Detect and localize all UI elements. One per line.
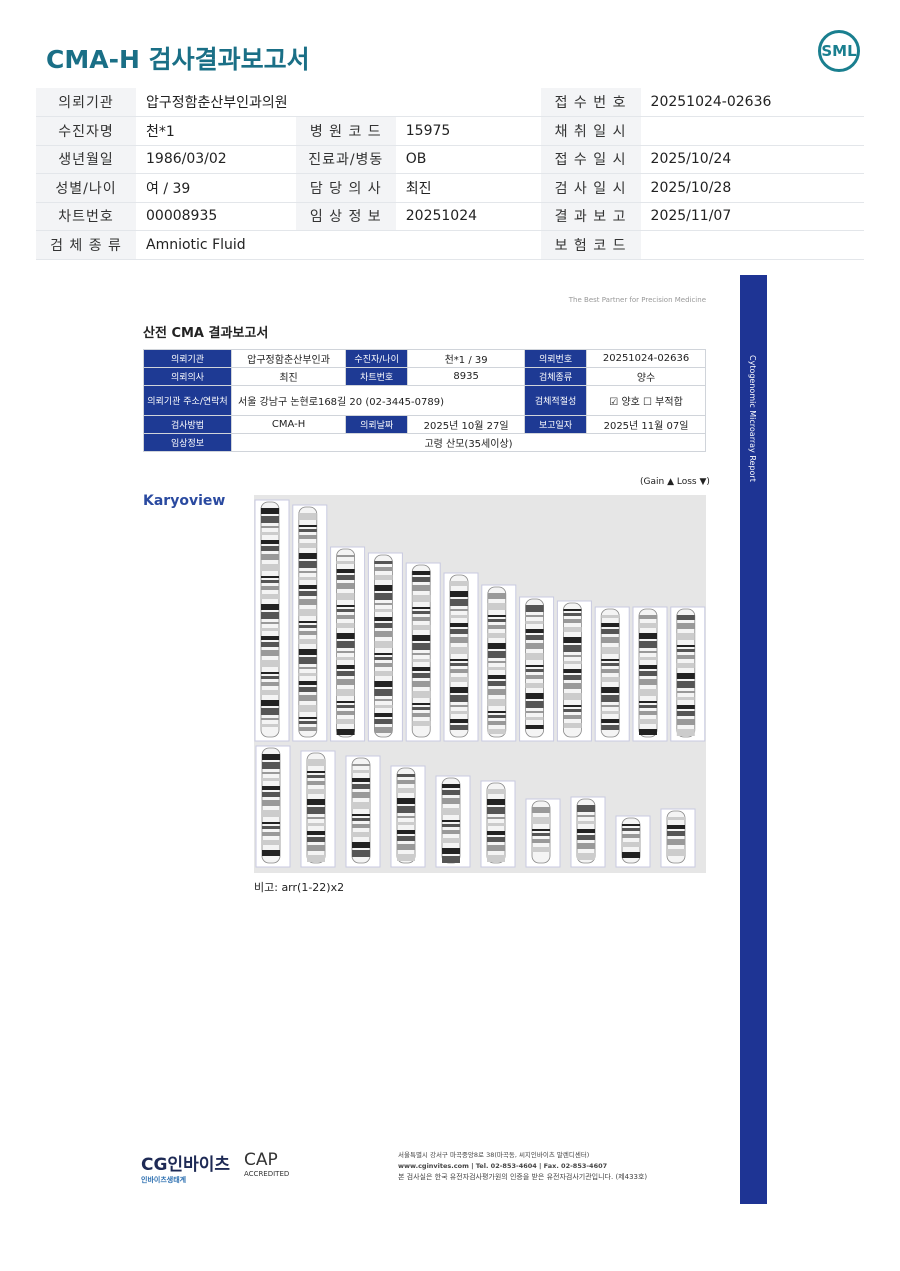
label: 검사방법 <box>143 415 232 434</box>
remark: 비고: arr(1-22)x2 <box>254 881 345 894</box>
table-row: 의뢰의사 최진 차트번호 8935 검체종류 양수 <box>143 367 706 386</box>
label: 의뢰번호 <box>524 349 588 368</box>
address: 서울특별시 강서구 마곡중앙8로 38(마곡동, 씨지인바이츠 말렌디센터) <box>398 1151 590 1159</box>
value: 고령 산모(35세이상) <box>231 433 706 452</box>
table-row: 검 체 종 류 Amniotic Fluid 보 험 코 드 <box>36 230 864 260</box>
cap-accredited-logo: CAP ACCREDITED <box>244 1150 290 1178</box>
value: 20251024-02636 <box>640 88 864 117</box>
table-row: 수진자명 천*1 병 원 코 드 15975 채 취 일 시 <box>36 116 864 146</box>
cginvites-logo: CG인바이츠 인바이츠생태계 <box>141 1155 230 1184</box>
label: 수진자/나이 <box>345 349 409 368</box>
value: 00008935 <box>136 202 296 231</box>
label: 보 험 코 드 <box>540 230 641 260</box>
value: 2025년 11월 07일 <box>586 415 706 434</box>
table-row: 검사방법 CMA-H 의뢰날짜 2025년 10월 27일 보고일자 2025년 11월 … <box>143 415 706 434</box>
table-row: 의뢰기관 압구정함춘산부인과의원 접 수 번 호 20251024-02636 <box>36 88 864 117</box>
value: 1986/03/02 <box>136 145 296 174</box>
value: 양수 <box>586 367 706 386</box>
table-row: 성별/나이 여 / 39 담 당 의 사 최진 검 사 일 시 2025/10/28 <box>36 173 864 203</box>
value: OB <box>395 145 541 174</box>
label: 보고일자 <box>524 415 588 434</box>
table-row: 의뢰기관 주소/연락처 서울 강남구 논현로168길 20 (02-3445-07… <box>143 385 706 416</box>
side-band: Cytogenomic Microarray Report <box>740 275 767 1204</box>
value: Amniotic Fluid <box>136 230 541 260</box>
value: 최진 <box>230 367 347 386</box>
label: 병 원 코 드 <box>295 116 396 146</box>
label: 검 체 종 류 <box>36 230 136 260</box>
label: 의뢰의사 <box>143 367 232 386</box>
tagline: The Best Partner for Precision Medicine <box>568 296 706 304</box>
report-table: 의뢰기관 압구정함춘산부인과 수진자/나이 천*1 / 39 의뢰번호 20251024-… <box>143 349 706 452</box>
label: 의뢰기관 <box>143 349 232 368</box>
page-title: CMA-H 검사결과보고서 <box>46 45 310 74</box>
embedded-report: The Best Partner for Precision Medicine … <box>143 296 706 452</box>
label: 검체종류 <box>524 367 588 386</box>
label: 의뢰기관 주소/연락처 <box>143 385 232 416</box>
side-label: Cytogenomic Microarray Report <box>748 355 757 482</box>
label: 진료과/병동 <box>295 145 396 174</box>
value: 15975 <box>395 116 541 146</box>
label: 검체적절성 <box>524 385 588 416</box>
label: 차트번호 <box>36 202 136 231</box>
karyoview-label: Karyoview <box>143 493 226 509</box>
value: 압구정함춘산부인과의원 <box>136 88 541 117</box>
value: 2025년 10월 27일 <box>407 415 526 434</box>
label: 임 상 정 보 <box>295 202 396 231</box>
label: 접 수 일 시 <box>540 145 641 174</box>
label: 담 당 의 사 <box>295 173 396 203</box>
value: CMA-H <box>230 415 347 434</box>
value: 20251024-02636 <box>586 349 706 368</box>
label: 성별/나이 <box>36 173 136 203</box>
value: 최진 <box>395 173 541 203</box>
label: 수진자명 <box>36 116 136 146</box>
certification: 본 검사실은 한국 유전자검사평가원의 인증을 받은 유전자검사기관입니다. (… <box>398 1173 648 1181</box>
table-row: 임상정보 고령 산모(35세이상) <box>143 433 706 452</box>
value: 2025/11/07 <box>640 202 864 231</box>
value: 여 / 39 <box>136 173 296 203</box>
table-row: 의뢰기관 압구정함춘산부인과 수진자/나이 천*1 / 39 의뢰번호 20251024-… <box>143 349 706 368</box>
specimen-adequacy-checkboxes: ☑ 양호 ☐ 부적합 <box>586 385 706 416</box>
value: 천*1 / 39 <box>407 349 526 368</box>
footer-address: 서울특별시 강서구 마곡중앙8로 38(마곡동, 씨지인바이츠 말렌디센터) w… <box>398 1150 647 1183</box>
value: 천*1 <box>136 116 296 146</box>
value: 압구정함춘산부인과 <box>230 349 347 368</box>
karyogram <box>254 495 706 873</box>
label: 의뢰날짜 <box>345 415 409 434</box>
label: 검 사 일 시 <box>540 173 641 203</box>
value <box>640 230 864 260</box>
value: 2025/10/28 <box>640 173 864 203</box>
label: 차트번호 <box>345 367 409 386</box>
value: 8935 <box>407 367 526 386</box>
label: 채 취 일 시 <box>540 116 641 146</box>
value: 2025/10/24 <box>640 145 864 174</box>
gain-loss-legend: (Gain ▲ Loss ▼) <box>640 477 710 487</box>
value: 서울 강남구 논현로168길 20 (02-3445-0789) <box>230 385 526 416</box>
report-title: 산전 CMA 결과보고서 <box>143 326 269 341</box>
patient-info-table: 의뢰기관 압구정함춘산부인과의원 접 수 번 호 20251024-02636 수진자… <box>36 88 864 260</box>
label: 접 수 번 호 <box>540 88 641 117</box>
contact: www.cginvites.com | Tel. 02-853-4604 | F… <box>398 1162 608 1170</box>
label: 의뢰기관 <box>36 88 136 117</box>
value <box>640 116 864 146</box>
table-row: 차트번호 00008935 임 상 정 보 20251024 결 과 보 고 2025/1… <box>36 202 864 231</box>
label: 임상정보 <box>143 433 232 452</box>
table-row: 생년월일 1986/03/02 진료과/병동 OB 접 수 일 시 2025/10/24 <box>36 145 864 174</box>
value: 20251024 <box>395 202 541 231</box>
sml-logo: SML <box>818 30 860 72</box>
label: 결 과 보 고 <box>540 202 641 231</box>
label: 생년월일 <box>36 145 136 174</box>
